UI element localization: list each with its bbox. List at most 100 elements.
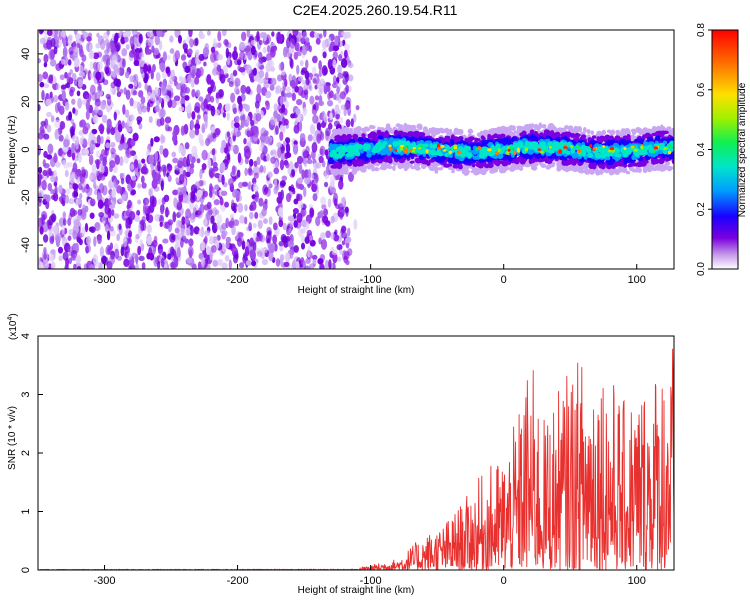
spectrogram-noise-speck — [163, 263, 169, 269]
spectrogram-noise-speck — [124, 109, 130, 119]
spectrogram-noise-speck — [118, 223, 122, 230]
spectrogram-signal-cell — [330, 168, 337, 176]
spectrogram-noise-speck — [293, 51, 299, 60]
spectrogram-signal-cell — [415, 159, 421, 164]
spectrogram-noise-speck — [138, 33, 143, 44]
spectrogram-noise-speck — [195, 49, 200, 58]
spectrogram-noise-speck — [212, 38, 217, 47]
spectrogram-noise-speck — [312, 104, 317, 110]
spectrogram-noise-speck — [339, 116, 344, 124]
spectrogram-noise-speck — [39, 226, 44, 235]
spectrogram-noise-speck — [261, 258, 269, 266]
spectrogram-noise-speck — [296, 193, 303, 202]
spectrogram-noise-speck — [129, 210, 136, 221]
spectrogram-noise-speck — [113, 178, 119, 189]
spectrogram-noise-speck — [305, 78, 310, 86]
spectrogram-noise-speck — [50, 38, 56, 48]
spectrogram-noise-speck — [279, 159, 285, 171]
spectrogram-noise-speck — [242, 252, 247, 260]
spectrogram-noise-speck — [240, 31, 247, 42]
spectrogram-noise-speck — [207, 158, 212, 169]
spectrogram-noise-speck — [133, 59, 140, 67]
spectrogram-noise-speck — [134, 262, 139, 269]
spectrogram-signal-cell — [562, 165, 569, 172]
spectrogram-noise-speck — [58, 255, 63, 262]
spectrogram-noise-speck — [117, 123, 123, 133]
spectrogram-noise-speck — [191, 69, 196, 80]
spectrogram-noise-speck — [214, 184, 220, 191]
spectrogram-signal-cell — [470, 170, 477, 174]
spectrogram-noise-speck — [263, 81, 270, 89]
spectrogram-noise-speck — [241, 240, 246, 251]
spectrogram-noise-speck — [85, 99, 91, 111]
spectrogram-noise-speck — [176, 247, 181, 258]
spectrogram-noise-speck — [343, 31, 348, 40]
spectrogram-noise-speck — [279, 182, 285, 189]
spectrogram-noise-speck — [296, 155, 304, 165]
spectrogram-noise-speck — [344, 206, 349, 214]
spectrogram-noise-speck — [329, 186, 337, 195]
spectrogram-noise-speck — [225, 240, 230, 249]
spectrogram-noise-speck — [267, 171, 273, 179]
spectrogram-noise-speck — [167, 126, 173, 132]
spectrogram-noise-speck — [255, 107, 260, 114]
spectrogram-noise-speck — [230, 199, 235, 207]
spectrogram-noise-speck — [123, 87, 127, 95]
spectrogram-noise-speck — [212, 154, 217, 163]
spectrogram-noise-speck — [38, 58, 42, 64]
spectrogram-noise-speck — [62, 218, 67, 226]
spectrogram-noise-speck — [163, 167, 167, 174]
spectrogram-noise-speck — [194, 127, 200, 136]
spectrogram-noise-speck — [68, 46, 74, 55]
spectrogram-noise-speck — [278, 108, 284, 114]
spectrogram-noise-speck — [158, 166, 162, 173]
spectrogram-noise-speck — [323, 83, 328, 95]
spectrogram-noise-speck — [116, 233, 120, 242]
spectrogram-noise-speck — [96, 32, 100, 38]
spectrogram-noise-speck — [266, 45, 271, 53]
spectrogram-noise-speck — [86, 244, 91, 253]
spectrogram-noise-speck — [318, 155, 324, 164]
spectrogram-noise-speck — [301, 219, 307, 228]
spectrogram-noise-speck — [166, 84, 172, 91]
spectrogram-signal-cell — [409, 124, 415, 131]
spectrogram-noise-speck — [293, 198, 299, 205]
spectrogram-noise-speck — [67, 34, 73, 41]
spectrogram-noise-speck — [288, 227, 292, 234]
spectrogram-noise-speck — [136, 209, 141, 216]
spectrogram-noise-speck — [106, 230, 111, 241]
spectrogram-signal-cell — [667, 166, 674, 170]
spectrogram-signal-cell — [586, 129, 591, 134]
spectrogram-noise-speck — [323, 67, 328, 75]
spectrogram-noise-speck — [296, 98, 303, 106]
spectrogram-noise-speck — [355, 105, 360, 111]
spectrogram-noise-speck — [187, 74, 192, 84]
spectrogram-noise-speck — [95, 71, 102, 81]
spectrogram-noise-speck — [76, 266, 82, 269]
spectrogram-noise-speck — [256, 84, 262, 95]
spectrogram-noise-speck — [122, 58, 126, 68]
spectrogram-noise-speck — [97, 108, 104, 116]
spectrogram-noise-speck — [262, 184, 268, 196]
spectrogram-noise-speck — [196, 114, 201, 120]
spectrogram-noise-speck — [160, 180, 164, 191]
spectrogram-noise-speck — [255, 93, 262, 104]
spectrogram-noise-speck — [185, 104, 192, 114]
spectrogram-noise-speck — [219, 162, 226, 173]
spectrogram-noise-speck — [72, 107, 76, 114]
spectrogram-noise-speck — [50, 213, 57, 223]
spectrogram-noise-speck — [43, 246, 47, 254]
spectrogram-noise-speck — [169, 48, 175, 55]
spectrogram-noise-speck — [221, 174, 225, 186]
spectrogram-noise-speck — [121, 120, 126, 129]
spectrogram-noise-speck — [292, 144, 299, 155]
spectrogram-noise-speck — [321, 203, 327, 210]
spectrogram-noise-speck — [67, 217, 72, 226]
spectrogram-noise-speck — [139, 52, 145, 59]
spectrogram-noise-speck — [312, 193, 318, 202]
spectrogram-noise-speck — [253, 129, 260, 138]
spectrogram-noise-speck — [65, 194, 69, 204]
spectrogram-noise-speck — [340, 58, 348, 69]
spectrogram-noise-speck — [334, 229, 338, 235]
spectrogram-noise-speck — [128, 230, 132, 238]
